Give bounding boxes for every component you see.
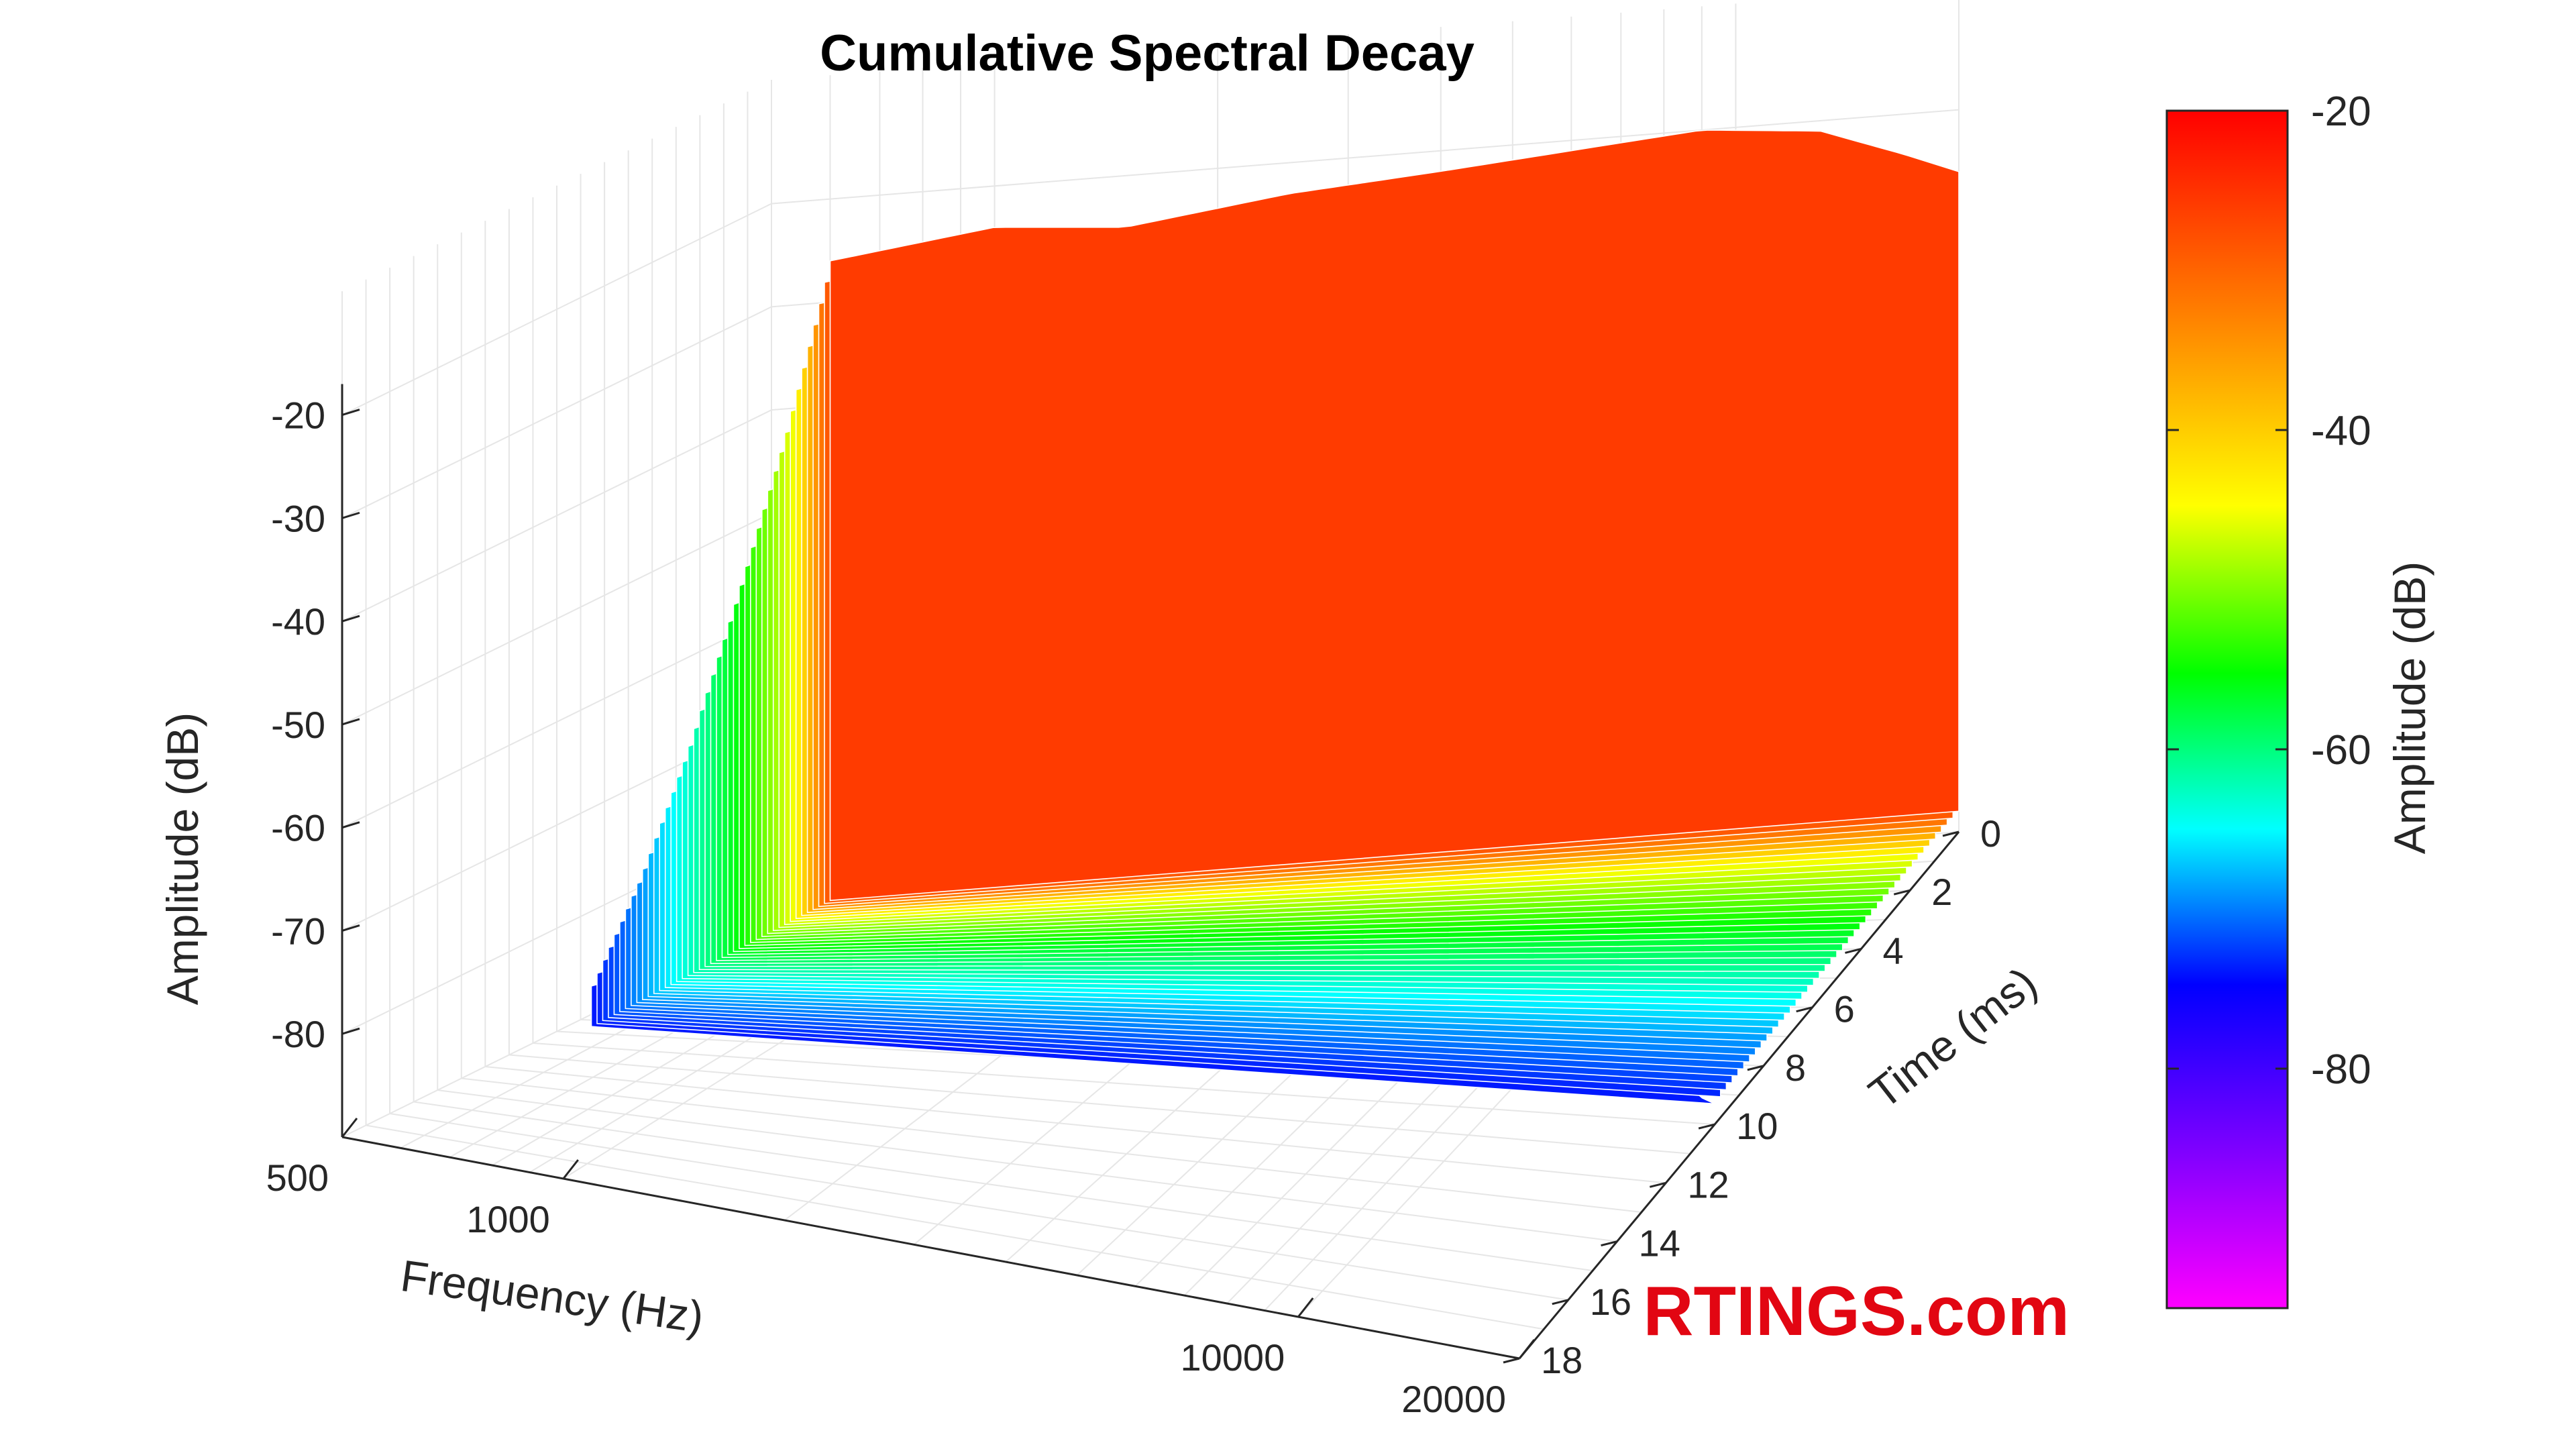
x-axis-line bbox=[341, 1136, 1520, 1360]
colorbar-tick-label: -60 bbox=[2311, 727, 2371, 773]
y-tick-label: 2 bbox=[1931, 871, 1952, 913]
y-axis-label: Time (ms) bbox=[1860, 957, 2046, 1118]
decay-slice bbox=[829, 129, 1960, 902]
x-tick-label: 500 bbox=[266, 1157, 329, 1199]
z-tick-label: -30 bbox=[271, 497, 325, 539]
y-tick-label: 8 bbox=[1785, 1046, 1806, 1089]
y-tick-label: 10 bbox=[1736, 1105, 1778, 1147]
z-tick-label: -60 bbox=[271, 807, 325, 849]
colorbar bbox=[2165, 109, 2289, 1309]
z-tick-label: -50 bbox=[271, 704, 325, 746]
y-tick-label: 4 bbox=[1882, 929, 1903, 971]
y-tick-label: 6 bbox=[1834, 988, 1855, 1030]
y-tick-label: 14 bbox=[1639, 1222, 1680, 1265]
colorbar-label: Amplitude (dB) bbox=[2385, 561, 2434, 855]
y-tick-label: 0 bbox=[1980, 812, 2001, 855]
colorbar-ticks: -80 -60 -40 -20 bbox=[2167, 89, 2371, 1093]
decay-surface bbox=[590, 129, 1960, 1105]
rtings-watermark: RTINGS.com bbox=[1643, 1273, 2070, 1350]
chart-title: Cumulative Spectral Decay bbox=[820, 25, 1474, 82]
x-tick-label: 10000 bbox=[1180, 1336, 1285, 1379]
z-tick-label: -20 bbox=[271, 394, 325, 437]
y-tick-label: 12 bbox=[1687, 1163, 1729, 1205]
axes-layer bbox=[341, 384, 1960, 1364]
x-axis-label: Frequency (Hz) bbox=[398, 1250, 707, 1342]
z-tick-label: -70 bbox=[271, 910, 325, 952]
z-tick-label: -80 bbox=[271, 1013, 325, 1055]
z-tick-label: -40 bbox=[271, 600, 325, 643]
colorbar-tick-label: -20 bbox=[2311, 89, 2371, 135]
y-tick-label: 16 bbox=[1590, 1281, 1631, 1323]
y-axis-line bbox=[1518, 831, 1960, 1359]
x-tick-label: 20000 bbox=[1401, 1378, 1506, 1420]
y-tick-label: 18 bbox=[1541, 1339, 1582, 1381]
z-axis-label: Amplitude (dB) bbox=[158, 712, 207, 1006]
colorbar-tick-label: -40 bbox=[2311, 408, 2371, 454]
x-tick-label: 1000 bbox=[466, 1198, 550, 1240]
colorbar-tick-label: -80 bbox=[2311, 1046, 2371, 1093]
